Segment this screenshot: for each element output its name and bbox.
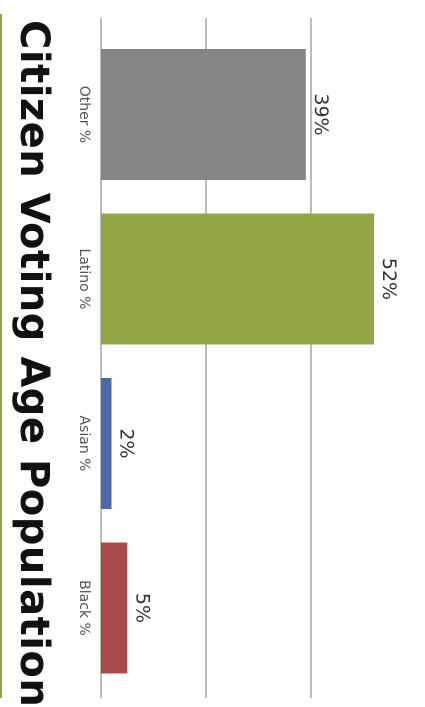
accent-line — [0, 14, 2, 698]
bar — [101, 213, 374, 345]
bar — [101, 49, 306, 180]
data-label: 39% — [310, 93, 332, 135]
category-label: Asian % — [76, 416, 92, 472]
bar — [101, 542, 128, 674]
category-label: Black % — [76, 580, 92, 636]
category-label: Other % — [76, 86, 92, 144]
data-label: 2% — [116, 428, 138, 458]
chart-title: Citizen Voting Age Population — [11, 20, 57, 707]
data-label: 52% — [378, 258, 400, 300]
bar — [101, 378, 112, 509]
category-label: Latino % — [76, 249, 92, 310]
data-label: 5% — [131, 593, 153, 623]
